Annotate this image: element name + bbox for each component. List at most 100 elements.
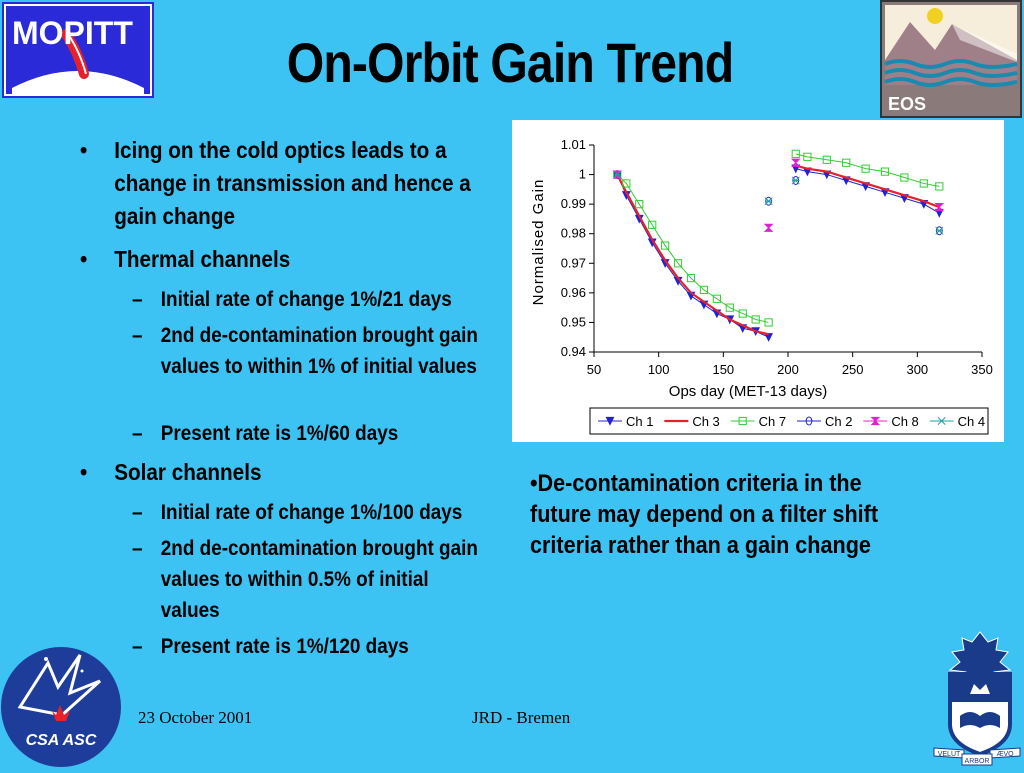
data-point — [880, 167, 890, 176]
data-point — [935, 226, 944, 235]
series-line — [795, 164, 940, 209]
sub-bullet-text: Present rate is 1%/60 days — [160, 422, 399, 445]
y-tick-label: 0.98 — [561, 226, 586, 241]
data-point — [738, 309, 747, 318]
data-point — [648, 220, 657, 229]
data-point — [791, 149, 800, 158]
data-point — [686, 273, 696, 283]
uoft-motto-right: ÆVO — [996, 751, 1014, 758]
slide-title: On-Orbit Gain Trend — [286, 31, 734, 94]
series-line — [616, 174, 769, 336]
bullet-text: Solar channels — [114, 459, 262, 485]
data-point — [699, 285, 709, 295]
series-line — [795, 168, 940, 214]
data-point — [763, 223, 774, 232]
bullet-dot: • — [80, 459, 88, 485]
data-point — [613, 170, 622, 179]
legend-swatch-marker — [738, 416, 747, 426]
bullet-dot: • — [80, 246, 88, 272]
x-tick-label: 100 — [648, 362, 670, 377]
legend-label: Ch 2 — [825, 414, 852, 429]
y-axis-label: Normalised Gain — [530, 179, 547, 306]
chart-ticks: 0.94 0.95 0.96 0.97 0.98 0.99 1 1.01 50 100 150 200… — [561, 137, 993, 377]
data-point — [919, 179, 928, 188]
series-line — [616, 174, 769, 323]
eos-logo-text: EOS — [888, 94, 926, 114]
uoft-motto-left: VELUT — [938, 751, 961, 758]
y-tick-label: 0.97 — [561, 255, 586, 270]
series-ch-7 — [613, 149, 944, 327]
data-point — [673, 259, 683, 268]
sub-bullet-dash: – — [132, 537, 143, 560]
x-axis-label: Ops day (MET-13 days) — [669, 383, 827, 400]
bullet-text: Thermal channels — [114, 246, 291, 272]
data-point — [842, 158, 851, 167]
data-point — [900, 173, 909, 182]
series-ch-2 — [613, 170, 943, 236]
mopitt-logo-text: MOPITT — [12, 15, 133, 51]
y-tick-label: 1.01 — [561, 137, 586, 152]
y-tick-label: 0.95 — [561, 314, 586, 329]
data-point — [764, 318, 773, 327]
sub-bullet-text: Initial rate of change 1%/100 days — [160, 501, 463, 524]
csa-logo: CSA ASC — [0, 645, 122, 768]
x-tick-label: 150 — [712, 362, 734, 377]
gain-trend-chart: 0.94 0.95 0.96 0.97 0.98 0.99 1 1.01 50 100 150 200… — [512, 120, 1004, 442]
data-point — [822, 155, 831, 164]
x-tick-label: 250 — [842, 362, 864, 377]
legend-item: Ch 2 — [797, 414, 852, 429]
y-tick-label: 0.99 — [561, 196, 586, 211]
legend-item: Ch 3 — [664, 414, 720, 429]
sub-bullet-text: 2nd de-contamination brought gain values… — [160, 537, 478, 622]
csa-logo-text: CSA ASC — [26, 732, 97, 749]
bullet-text: Icing on the cold optics leads to a chan… — [114, 137, 471, 229]
x-tick-label: 50 — [587, 362, 601, 377]
series-ch-3 — [616, 164, 940, 336]
data-point — [622, 179, 631, 188]
x-tick-label: 300 — [906, 362, 928, 377]
data-point — [725, 303, 734, 312]
y-tick-label: 0.96 — [561, 285, 586, 300]
series-ch-4 — [613, 170, 944, 235]
sub-bullet-text: 2nd de-contamination brought gain values… — [160, 324, 478, 378]
legend-item: Ch 7 — [730, 414, 786, 429]
data-point — [803, 152, 812, 161]
x-tick-label: 350 — [971, 362, 993, 377]
data-point — [861, 164, 870, 173]
legend-item: Ch 1 — [598, 414, 653, 429]
uoft-motto-bottom: ARBOR — [965, 758, 990, 765]
eos-logo: EOS — [880, 0, 1022, 118]
legend-label: Ch 4 — [958, 414, 985, 429]
data-point — [751, 315, 760, 324]
uoft-crest-logo: VELUT ÆVO ARBOR — [930, 628, 1024, 768]
data-point — [934, 203, 945, 212]
legend-label: Ch 8 — [891, 414, 918, 429]
sub-bullet-text: Present rate is 1%/120 days — [160, 635, 409, 658]
data-point — [764, 197, 773, 206]
sub-bullet-text: Initial rate of change 1%/21 days — [160, 288, 452, 311]
data-point — [790, 158, 801, 167]
legend-swatch-marker — [870, 416, 881, 426]
data-point — [635, 200, 644, 209]
sub-bullet-dash: – — [132, 501, 143, 524]
series-ch-8 — [612, 158, 945, 232]
sub-bullet-dash: – — [132, 635, 143, 658]
sub-bullet-dash: – — [132, 324, 143, 347]
legend-item: Ch 8 — [863, 414, 919, 429]
series-line — [795, 153, 940, 187]
decontamination-note: •De-contamination criteria in the future… — [530, 470, 879, 559]
bullet-dot: • — [80, 137, 88, 163]
footer-center: JRD - Bremen — [472, 708, 571, 727]
legend-swatch-marker — [605, 416, 615, 426]
legend-item: Ch 4 — [929, 414, 985, 429]
x-tick-label: 200 — [777, 362, 799, 377]
data-point — [712, 294, 721, 303]
legend-swatch-marker — [937, 417, 946, 425]
chart-axes — [593, 145, 982, 353]
data-point — [661, 241, 670, 250]
legend-label: Ch 3 — [692, 414, 719, 429]
chart-plot-area — [612, 149, 945, 342]
sub-bullet-dash: – — [132, 422, 143, 445]
y-tick-label: 1 — [579, 167, 586, 182]
data-point — [791, 176, 800, 185]
